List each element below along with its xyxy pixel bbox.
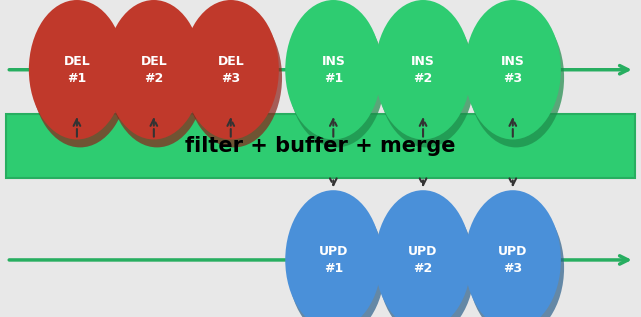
Ellipse shape <box>186 8 282 147</box>
Ellipse shape <box>106 0 202 139</box>
Ellipse shape <box>468 198 564 317</box>
FancyBboxPatch shape <box>6 114 635 178</box>
Ellipse shape <box>285 190 381 317</box>
Text: filter + buffer + merge: filter + buffer + merge <box>185 136 456 156</box>
Text: INS
#1: INS #1 <box>321 55 345 85</box>
Text: DEL
#3: DEL #3 <box>217 55 244 85</box>
Ellipse shape <box>465 190 561 317</box>
Ellipse shape <box>375 190 471 317</box>
Ellipse shape <box>465 0 561 139</box>
Ellipse shape <box>468 8 564 147</box>
Ellipse shape <box>109 8 205 147</box>
Text: UPD
#1: UPD #1 <box>319 245 348 275</box>
Ellipse shape <box>378 8 474 147</box>
Ellipse shape <box>285 0 381 139</box>
Text: UPD
#2: UPD #2 <box>408 245 438 275</box>
Text: UPD
#3: UPD #3 <box>498 245 528 275</box>
Text: INS
#2: INS #2 <box>411 55 435 85</box>
Ellipse shape <box>288 8 385 147</box>
Text: DEL
#1: DEL #1 <box>63 55 90 85</box>
Ellipse shape <box>29 0 125 139</box>
Text: INS
#3: INS #3 <box>501 55 525 85</box>
Text: DEL
#2: DEL #2 <box>140 55 167 85</box>
Ellipse shape <box>32 8 128 147</box>
Ellipse shape <box>378 198 474 317</box>
Ellipse shape <box>375 0 471 139</box>
Ellipse shape <box>183 0 279 139</box>
Ellipse shape <box>288 198 385 317</box>
